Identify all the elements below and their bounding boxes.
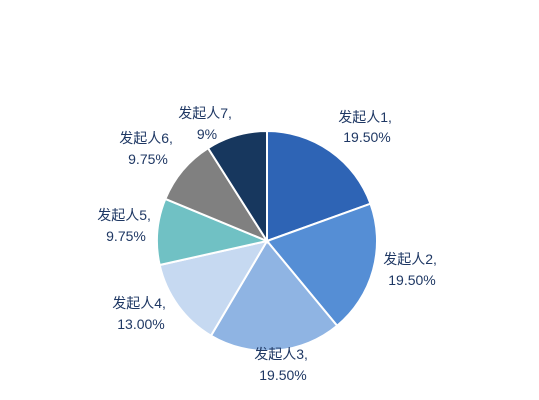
pie-slice-1 bbox=[266, 129, 372, 243]
slice-label-2: 发起人2, 19.50% bbox=[383, 251, 441, 288]
pie-slices bbox=[156, 129, 378, 352]
slice-label-1: 发起人1, 19.50% bbox=[338, 109, 396, 145]
slice-label-3: 发起人3, 19.50% bbox=[254, 346, 312, 383]
pie-slice-7 bbox=[206, 129, 268, 245]
pie-slice-2 bbox=[265, 202, 378, 328]
pie-slice-3 bbox=[209, 239, 339, 352]
slice-label-7: 发起人7, 9% bbox=[178, 105, 236, 142]
slice-label-4: 发起人4, 13.00% bbox=[112, 295, 170, 332]
pie-labels: 发起人1, 19.50% 发起人2, 19.50% 发起人3, 19.50% 发… bbox=[97, 105, 441, 383]
slice-label-5: 发起人5, 9.75% bbox=[97, 207, 155, 244]
slice-label-6: 发起人6, 9.75% bbox=[119, 130, 177, 167]
pie-slice-4 bbox=[158, 239, 270, 338]
